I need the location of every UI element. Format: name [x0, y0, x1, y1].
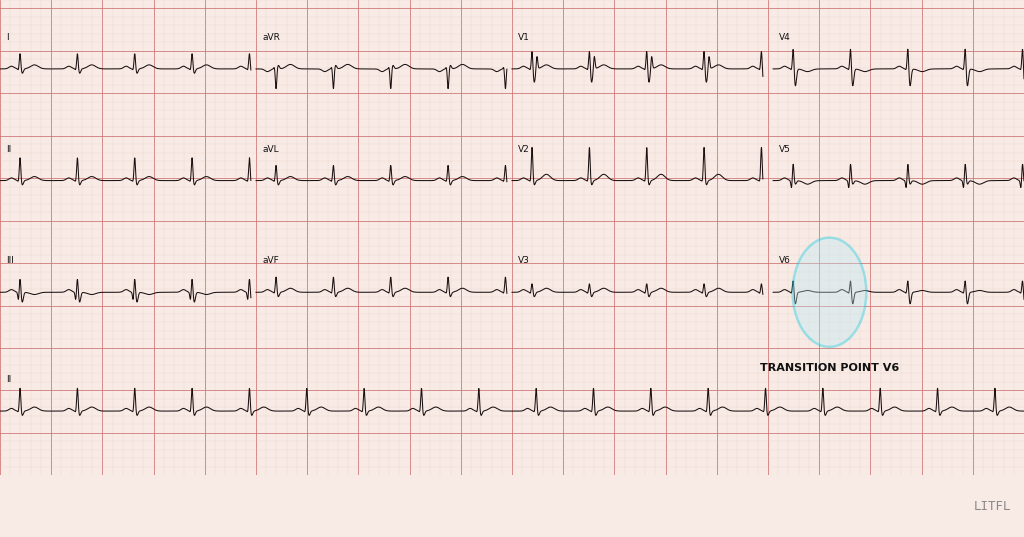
- Ellipse shape: [793, 237, 866, 347]
- Text: II: II: [6, 375, 11, 384]
- Text: LITFL: LITFL: [974, 499, 1012, 513]
- Text: aVF: aVF: [262, 256, 279, 265]
- Text: I: I: [6, 33, 9, 42]
- Text: V2: V2: [518, 144, 529, 154]
- Text: aVL: aVL: [262, 144, 279, 154]
- Text: II: II: [6, 144, 11, 154]
- Text: III: III: [6, 256, 14, 265]
- Text: aVR: aVR: [262, 33, 280, 42]
- Text: V4: V4: [779, 33, 791, 42]
- Text: TRANSITION POINT V6: TRANSITION POINT V6: [760, 362, 899, 373]
- Text: V1: V1: [518, 33, 530, 42]
- Text: V3: V3: [518, 256, 530, 265]
- Text: V6: V6: [779, 256, 792, 265]
- Text: V5: V5: [779, 144, 792, 154]
